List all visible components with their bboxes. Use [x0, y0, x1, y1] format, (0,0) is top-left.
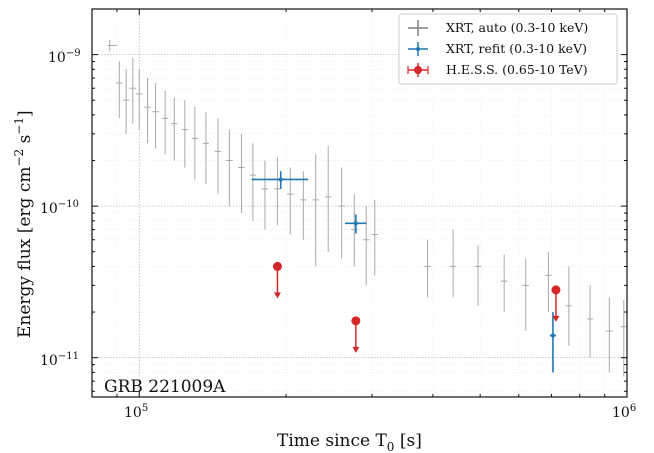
hess-upper-limit: [272, 261, 282, 299]
axis-ticks: [91, 8, 628, 397]
plot-frame: [91, 8, 628, 398]
xrt-refit-marker: [353, 221, 358, 226]
xrt-auto-point: [152, 82, 159, 149]
xrt-auto-point: [191, 107, 198, 180]
hess-marker: [551, 285, 561, 295]
xrt-auto-point: [620, 300, 627, 377]
xrt-refit-point: [549, 312, 556, 373]
xrt-auto-point: [202, 111, 210, 184]
xrt-auto-point: [545, 251, 552, 313]
legend-label-xrt-refit: XRT, refit (0.3-10 keV): [446, 41, 587, 56]
xrt-auto-point: [363, 206, 370, 286]
xrt-auto-point: [116, 61, 123, 119]
xrt-refit-point: [344, 214, 367, 234]
xrt-auto-point: [474, 245, 482, 306]
legend-label-hess: H.E.S.S. (0.65-10 TeV): [446, 62, 588, 77]
xrt-auto-point: [565, 266, 573, 346]
xrt-auto-point: [606, 297, 613, 373]
xrt-auto-point: [586, 285, 594, 358]
xrt-auto-series: [107, 39, 627, 377]
xrt-auto-point: [107, 39, 117, 52]
xrt-refit-marker: [550, 333, 555, 338]
xrt-auto-point: [371, 199, 378, 276]
legend-marker-xrt-refit: [408, 42, 428, 56]
x-axis-label: Time since T0 [s]: [277, 431, 422, 453]
hess-series: [272, 261, 561, 353]
xrt-auto-point: [300, 171, 307, 240]
xrt-refit-marker: [278, 177, 283, 182]
y-tick-label-1e-9: 10−9: [48, 48, 81, 66]
xrt-auto-point: [171, 97, 178, 161]
y-tick-label-1e-10: 10−10: [40, 199, 79, 217]
legend-marker-xrt-auto: [408, 20, 428, 36]
legend-marker-hess: [407, 63, 429, 77]
x-tick-label-1e6: 106: [612, 403, 636, 421]
grid: [91, 8, 628, 397]
xrt-refit-series: [251, 171, 556, 373]
y-tick-label-1e-11: 10−11: [40, 351, 79, 369]
xrt-auto-point: [136, 69, 143, 130]
hess-marker: [351, 316, 361, 326]
xrt-auto-point: [226, 129, 233, 207]
legend: XRT, auto (0.3-10 keV) XRT, refit (0.3-1…: [398, 13, 618, 85]
hess-limit-arrowhead: [552, 315, 560, 322]
xrt-auto-point: [500, 254, 508, 313]
xrt-refit-point: [251, 171, 309, 189]
xrt-auto-point: [161, 90, 169, 155]
legend-box: [398, 13, 618, 85]
xrt-auto-point: [274, 157, 281, 226]
xrt-auto-point: [287, 167, 294, 235]
hess-limit-arrowhead: [273, 292, 281, 299]
xrt-auto-point: [424, 239, 431, 298]
xrt-auto-point: [522, 258, 529, 331]
xrt-auto-point: [122, 69, 130, 134]
xrt-auto-point: [214, 118, 222, 195]
xrt-auto-point: [261, 160, 269, 230]
xrt-auto-point: [181, 100, 188, 168]
xrt-auto-point: [249, 143, 257, 221]
hess-limit-arrowhead: [352, 346, 360, 353]
xrt-auto-point: [338, 167, 345, 259]
x-tick-label-1e5: 105: [124, 403, 148, 421]
xrt-auto-point: [238, 133, 245, 214]
grb-annotation: GRB 221009A: [104, 377, 226, 397]
xrt-auto-point: [449, 229, 457, 298]
xrt-auto-point: [312, 154, 319, 267]
hess-upper-limit: [351, 316, 361, 353]
hess-marker: [272, 261, 282, 271]
legend-label-xrt-auto: XRT, auto (0.3-10 keV): [446, 20, 588, 35]
y-axis-label: Energy flux [erg cm−2 s−1]: [12, 110, 35, 338]
xrt-auto-point: [144, 78, 151, 144]
xrt-auto-point: [325, 145, 332, 252]
hess-upper-limit: [551, 285, 561, 322]
xrt-auto-point: [129, 57, 136, 124]
